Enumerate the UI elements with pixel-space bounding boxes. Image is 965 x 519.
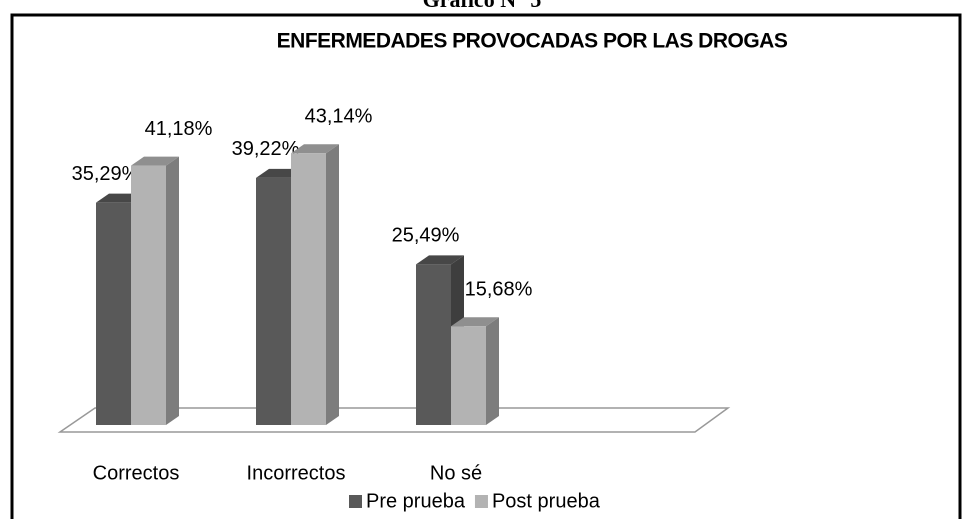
legend-swatch: [474, 495, 488, 508]
bar-side: [326, 144, 339, 425]
bar-top: [416, 255, 464, 265]
data-label: 35,29%: [72, 163, 140, 185]
x-tick-label: No sé: [430, 462, 482, 484]
bar: [416, 264, 451, 425]
data-label: 25,49%: [392, 225, 460, 247]
data-label: 39,22%: [232, 138, 300, 160]
x-tick-label: Incorrectos: [247, 462, 346, 484]
bar-top: [451, 317, 499, 327]
bar: [291, 153, 326, 425]
legend-label: Post prueba: [492, 490, 601, 512]
legend-swatch: [349, 495, 362, 508]
data-label: 41,18%: [145, 118, 213, 140]
data-label: 15,68%: [465, 278, 533, 300]
bar-side: [486, 317, 499, 425]
bar-top: [291, 144, 339, 154]
chart-title: ENFERMEDADES PROVOCADAS POR LAS DROGAS: [277, 30, 788, 53]
data-label: 43,14%: [305, 105, 373, 127]
bar-top: [131, 156, 179, 166]
super-title: Gráfico N° 5: [423, 0, 542, 12]
bar-side: [166, 156, 179, 426]
bar: [256, 177, 291, 425]
x-tick-label: Correctos: [93, 462, 180, 484]
bar: [451, 326, 486, 425]
chart-border: [10, 13, 962, 519]
floor: [57, 407, 731, 433]
legend-label: Pre prueba: [366, 490, 466, 512]
bar: [96, 202, 131, 425]
bar: [131, 165, 166, 426]
